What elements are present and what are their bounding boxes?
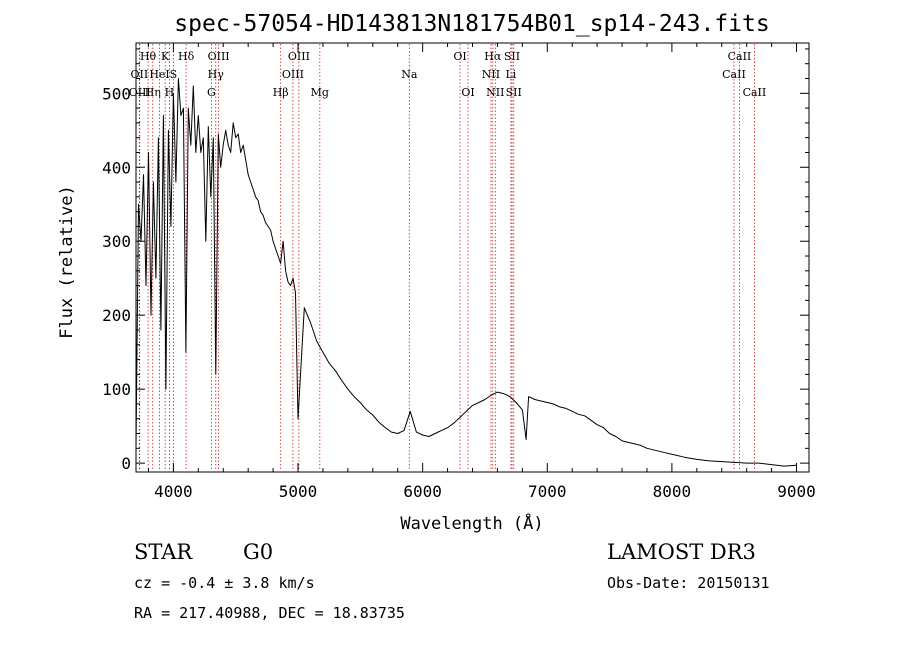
observation-date: Obs-Date: 20150131 (607, 574, 770, 592)
plot-area (135, 78, 797, 467)
y-tick-label-3: 300 (102, 232, 131, 251)
spectral-line-label-1: OII (131, 68, 149, 81)
y-tick-label-0: 0 (121, 454, 131, 473)
plot-frame (135, 42, 810, 473)
spectral-line-label-24: SII (506, 86, 522, 99)
x-tick-label-4: 8000 (653, 482, 692, 501)
spectral-line-label-15: Mg (311, 86, 329, 99)
spectrum-series (135, 78, 797, 467)
spectral-line-label-2: OIII (129, 86, 151, 99)
y-tick-label-5: 500 (102, 84, 131, 103)
spectral-line-label-25: CaII (728, 50, 752, 63)
sky-coordinates: RA = 217.40988, DEC = 18.83735 (134, 604, 405, 622)
spectral-line-label-13: OIII (288, 50, 310, 63)
y-tick-label-2: 200 (102, 306, 131, 325)
spectral-line-label-10: Hγ (208, 68, 225, 81)
y-axis: 0 100 200 300 400 500 (102, 48, 809, 473)
spectral-line-label-11: G (207, 86, 216, 99)
spectrum-chart: spec-57054-HD143813N181754B01_sp14-243.f… (57, 11, 816, 534)
spectral-line-label-16: Na (401, 68, 418, 81)
spectral-line-label-12: Hβ (273, 86, 289, 99)
y-tick-label-4: 400 (102, 158, 131, 177)
spectral-line-label-8: Hδ (178, 50, 195, 63)
y-tick-label-1: 100 (102, 380, 131, 399)
spectral-line-label-20: NII (482, 68, 500, 81)
x-tick-label-3: 7000 (528, 482, 567, 501)
spectral-line-label-21: SII (504, 50, 520, 63)
chart-title: spec-57054-HD143813N181754B01_sp14-243.f… (174, 11, 769, 37)
spectral-line-label-14: OIII (282, 68, 304, 81)
spectral-line-label-17: OI (453, 50, 466, 63)
spectral-line-label-9: OIII (208, 50, 230, 63)
spectral-line-label-3: Hη (145, 86, 161, 99)
y-axis-label: Flux (relative) (57, 185, 77, 339)
spectral-line-label-23: NII (486, 86, 504, 99)
x-axis-label: Wavelength (Å) (400, 512, 543, 534)
spectral-line-label-6: S (170, 68, 178, 81)
redshift-value: cz = -0.4 ± 3.8 km/s (134, 574, 315, 592)
spectral-line-label-26: CaII (722, 68, 746, 81)
x-tick-label-1: 5000 (279, 482, 318, 501)
spectral-line-label-22: Li (505, 68, 516, 81)
object-class: STAR (134, 540, 193, 564)
spectral-line-label-27: CaII (743, 86, 767, 99)
spectral-line-label-0: Hθ (140, 50, 157, 63)
spectral-line-label-7: H (165, 86, 175, 99)
spectral-line-label-19: Hα (484, 50, 502, 63)
x-axis: 4000 5000 6000 7000 8000 9000 (147, 43, 816, 501)
x-tick-label-0: 4000 (154, 482, 193, 501)
spectral-line-label-5: HeI (149, 68, 169, 81)
survey-name: LAMOST DR3 (607, 540, 756, 564)
x-tick-label-5: 9000 (777, 482, 816, 501)
spectral-line-label-18: OI (461, 86, 474, 99)
object-subclass: G0 (243, 540, 274, 564)
x-tick-label-2: 6000 (403, 482, 442, 501)
spectral-line-label-4: K (161, 50, 170, 63)
